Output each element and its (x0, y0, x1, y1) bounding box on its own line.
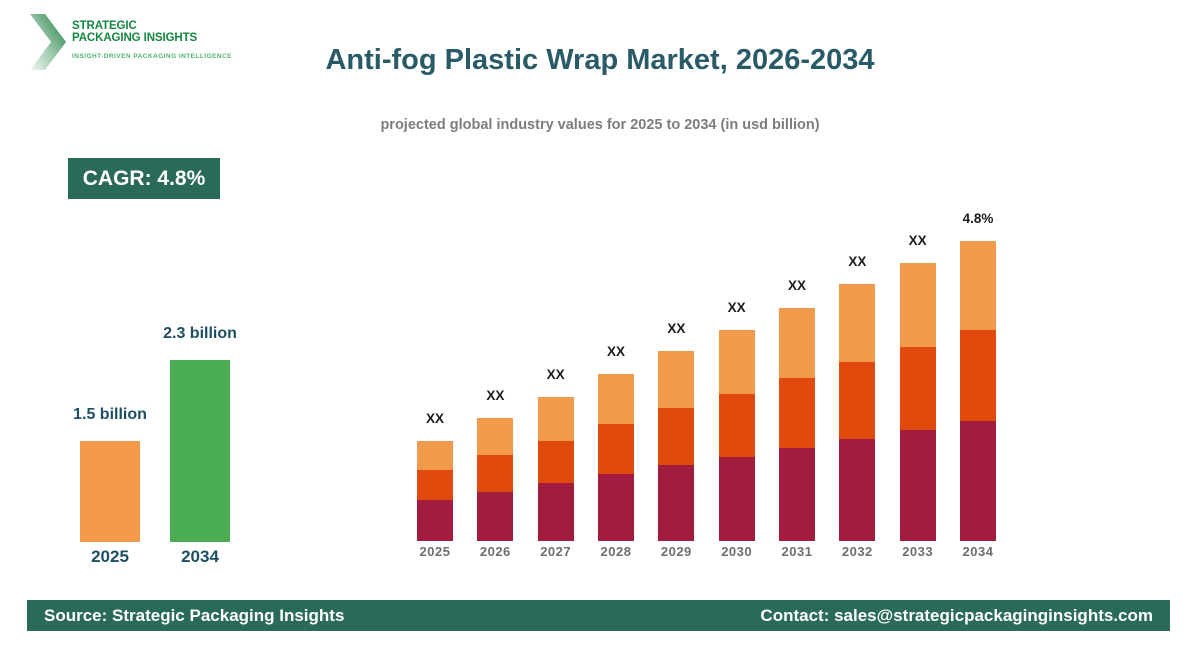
summary-chart: 1.5 billion 2025 2.3 billion 2034 (60, 325, 270, 570)
bar-year-label-2033: 2033 (902, 544, 934, 559)
bar-year-label-2026: 2026 (479, 544, 511, 559)
stacked-bar-2030-top-segment (718, 330, 755, 394)
stacked-bar-2033-top-segment (899, 263, 936, 347)
brand-logo: STRATEGIC PACKAGING INSIGHTS INSIGHT-DRI… (30, 14, 232, 70)
cagr-badge: CAGR: 4.8% (68, 158, 220, 199)
stacked-bar-2030-middle-segment (718, 394, 755, 457)
stacked-bar-2032-middle-segment (839, 362, 876, 439)
stacked-bar-2034-bottom-segment (960, 421, 996, 541)
stacked-bar-2034-middle-segment (960, 330, 996, 421)
bar-top-label-2029: XX (667, 321, 686, 336)
stacked-bar-2031: XX 2031 (779, 279, 815, 559)
stacked-bar-2026-middle-segment (477, 455, 514, 492)
stacked-bar-2026: XX 2026 (477, 389, 514, 559)
bar-year-label-2025: 2025 (419, 544, 451, 559)
stacked-bar-2029-bottom-segment (658, 465, 695, 541)
bar-top-label-2027: XX (546, 367, 565, 382)
brand-name-line2: PACKAGING INSIGHTS (72, 32, 198, 44)
bar-top-label-2028: XX (606, 344, 626, 359)
stacked-bar-2029-middle-segment (658, 408, 695, 465)
brand-tagline: INSIGHT-DRIVEN PACKAGING INTELLIGENCE (72, 53, 232, 60)
summary-value-label-2025: 1.5 billion (73, 406, 147, 423)
page-title: Anti-fog Plastic Wrap Market, 2026-2034 (325, 44, 875, 76)
bar-year-label-2028: 2028 (600, 544, 632, 559)
stacked-bar-2025: XX 2025 (417, 412, 453, 559)
stacked-bar-2028: XX 2028 (598, 345, 634, 559)
projection-chart: XX 2025 XX 2026 XX 2027 XX 2028 XX 2029 XX 2030 XX 20… (417, 195, 996, 560)
stacked-bar-2033-bottom-segment (899, 430, 936, 541)
stacked-bar-2028-top-segment (598, 374, 634, 424)
stacked-bar-2033-middle-segment (899, 347, 936, 430)
brand-chevron-icon (30, 14, 66, 70)
bar-top-label-2030: XX (727, 300, 746, 315)
summary-year-label-2025: 2025 (91, 547, 129, 566)
stacked-bar-2028-bottom-segment (598, 474, 634, 541)
stacked-bar-2033: XX 2033 (899, 234, 936, 559)
stacked-bar-2030: XX 2030 (718, 301, 755, 559)
stacked-bar-2032-bottom-segment (839, 439, 876, 541)
stacked-bar-2031-top-segment (779, 308, 815, 378)
cagr-badge-label: CAGR: 4.8% (82, 166, 206, 190)
stacked-bar-2027-top-segment (537, 397, 574, 441)
stacked-bar-2032: XX 2032 (839, 255, 876, 559)
bar-year-label-2031: 2031 (781, 544, 813, 559)
stacked-bar-2029-top-segment (658, 351, 695, 408)
stacked-bar-2027: XX 2027 (537, 368, 574, 559)
stacked-bar-2031-bottom-segment (779, 448, 815, 541)
bar-top-label-2032: XX (848, 254, 867, 269)
bar-top-label-2031: XX (787, 278, 807, 293)
bar-top-label-2026: XX (486, 388, 505, 403)
stacked-bar-2032-top-segment (839, 284, 876, 362)
bar-year-label-2030: 2030 (721, 544, 753, 559)
stacked-bar-2026-top-segment (477, 418, 514, 455)
footer-bar: Source: Strategic Packaging Insights Con… (27, 600, 1170, 631)
bar-year-label-2032: 2032 (841, 544, 873, 559)
stacked-bar-2026-bottom-segment (477, 492, 514, 541)
stacked-bar-2031-middle-segment (779, 378, 815, 448)
footer-source: Source: Strategic Packaging Insights (44, 605, 345, 625)
stacked-bar-2029: XX 2029 (658, 322, 695, 559)
stacked-bar-2025-top-segment (417, 441, 453, 470)
summary-year-label-2034: 2034 (181, 547, 219, 566)
stacked-bar-2034: 4.8% 2034 (960, 212, 996, 559)
bar-top-label-2025: XX (425, 411, 445, 426)
stacked-bar-2030-bottom-segment (718, 457, 755, 541)
bar-top-label-2033: XX (908, 233, 927, 248)
summary-bar-2025 (80, 441, 140, 542)
brand-name-line1: STRATEGIC (72, 20, 137, 32)
stacked-bar-2025-bottom-segment (417, 500, 453, 541)
bar-year-label-2029: 2029 (660, 544, 692, 559)
summary-value-label-2034: 2.3 billion (163, 325, 237, 342)
footer-contact[interactable]: Contact: sales@strategicpackaginginsight… (760, 605, 1153, 625)
stacked-bar-2027-middle-segment (537, 441, 574, 483)
stacked-bar-2034-top-segment (960, 241, 996, 330)
bar-top-label-2034: 4.8% (962, 211, 994, 226)
stacked-bar-2025-middle-segment (417, 470, 453, 500)
bar-year-label-2034: 2034 (962, 544, 994, 559)
summary-bar-2034 (170, 360, 230, 542)
stacked-bar-2027-bottom-segment (537, 483, 574, 541)
brand-name: STRATEGIC PACKAGING INSIGHTS INSIGHT-DRI… (72, 14, 232, 60)
bar-year-label-2027: 2027 (540, 544, 572, 559)
stacked-bar-2028-middle-segment (598, 424, 634, 474)
page-subtitle: projected global industry values for 202… (380, 117, 820, 133)
